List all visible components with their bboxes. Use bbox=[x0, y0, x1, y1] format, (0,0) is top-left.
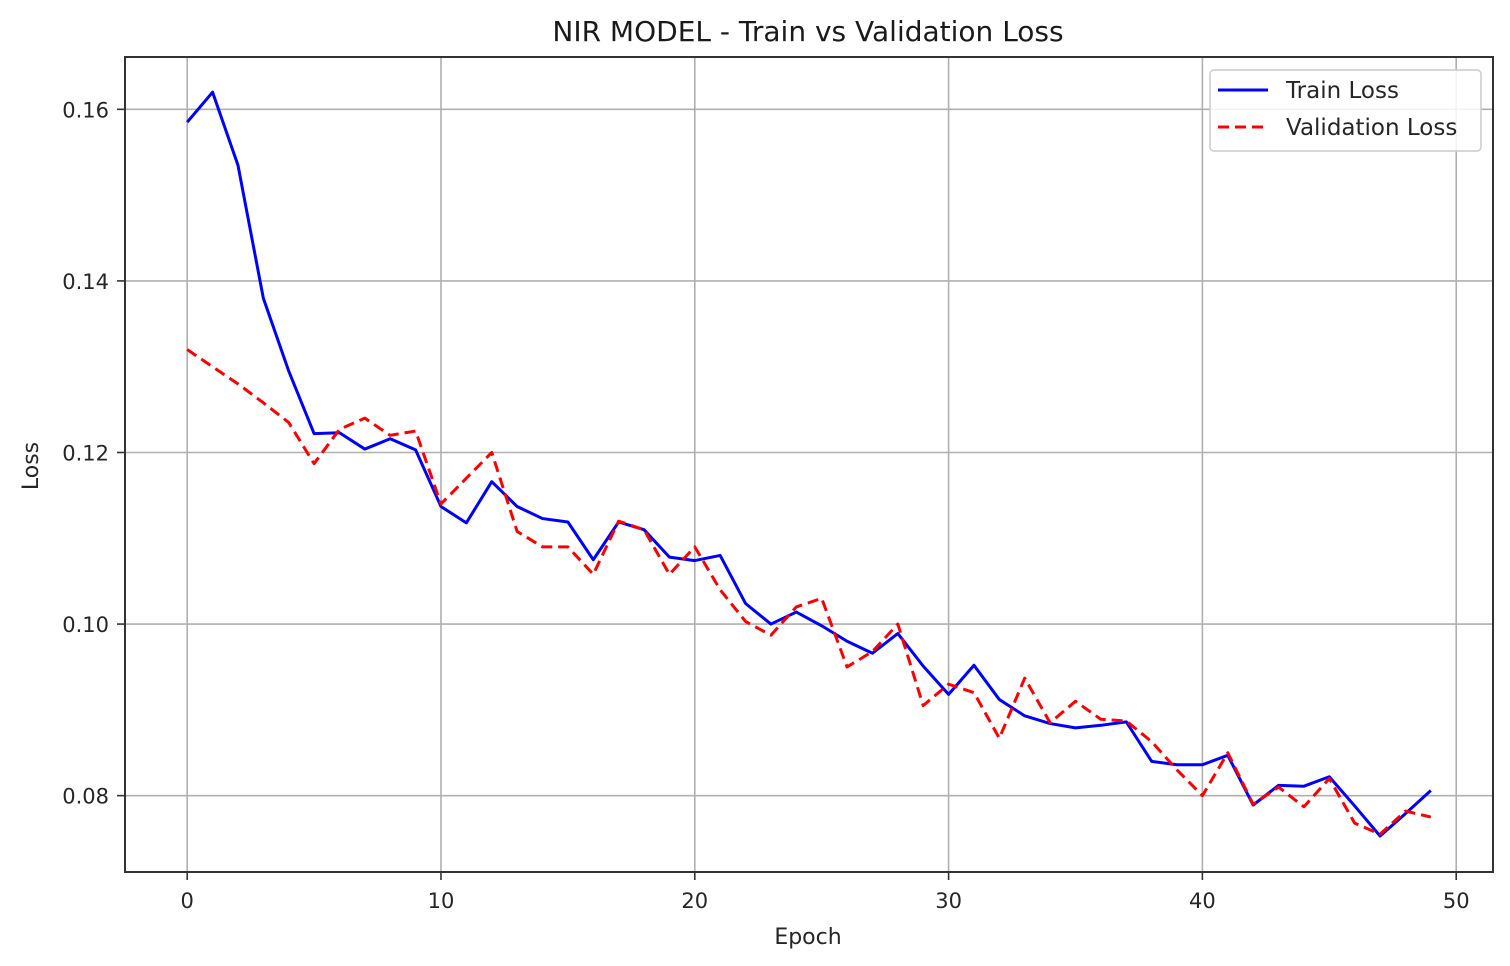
legend-validation-label: Validation Loss bbox=[1286, 115, 1457, 141]
x-tick-label: 10 bbox=[428, 889, 455, 913]
series-layer bbox=[186, 90, 1432, 838]
x-tick-label: 0 bbox=[180, 889, 193, 913]
y-tick-label: 0.08 bbox=[62, 785, 109, 809]
train-loss-line bbox=[186, 90, 1432, 838]
x-tick-label: 50 bbox=[1443, 889, 1470, 913]
plot-frame bbox=[124, 56, 1494, 873]
legend-box bbox=[1209, 69, 1482, 152]
legend-train-label: Train Loss bbox=[1285, 78, 1399, 104]
x-tick-label: 30 bbox=[935, 889, 962, 913]
legend: Train Loss Validation Loss bbox=[1209, 69, 1482, 152]
validation-loss-line bbox=[186, 348, 1432, 836]
x-tick-label: 40 bbox=[1189, 889, 1216, 913]
x-tick-label: 20 bbox=[681, 889, 708, 913]
y-axis-label: Loss bbox=[19, 442, 44, 490]
y-tick-label: 0.10 bbox=[62, 613, 109, 637]
x-axis-label: Epoch bbox=[774, 925, 841, 950]
ticks: 0 10 20 30 40 50 0.08 0.10 0.12 0.14 0.16 bbox=[62, 98, 1469, 913]
y-tick-label: 0.14 bbox=[62, 270, 109, 294]
chart-title: NIR MODEL - Train vs Validation Loss bbox=[552, 15, 1063, 48]
y-tick-label: 0.16 bbox=[62, 98, 109, 122]
y-tick-label: 0.12 bbox=[62, 441, 109, 465]
